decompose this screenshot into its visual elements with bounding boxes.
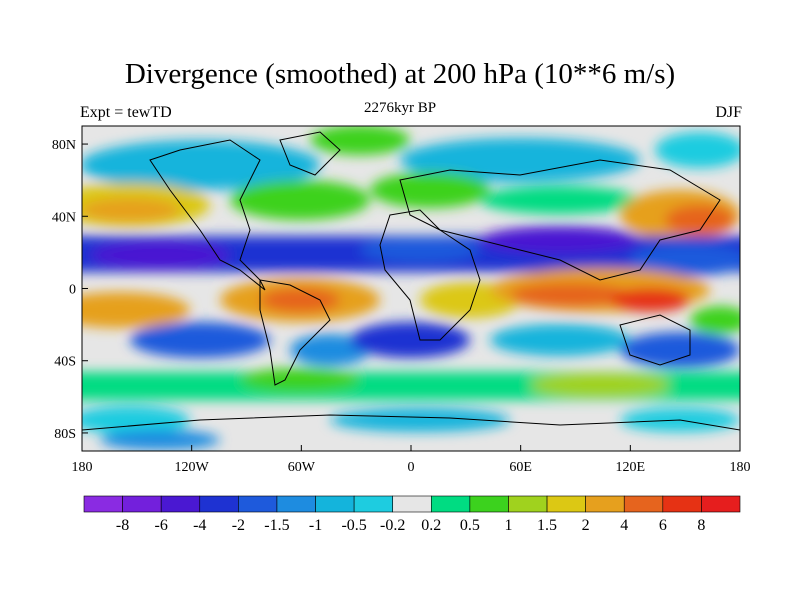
x-tick-label: 0 (408, 460, 415, 475)
colorbar-swatch (546, 495, 586, 513)
field-blob (82, 406, 190, 434)
colorbar-label: -0.5 (341, 517, 366, 534)
colorbar-label: 0.5 (460, 517, 480, 534)
eurasia-outline (399, 159, 721, 281)
y-tick-label: 40N (52, 210, 76, 225)
experiment-label: Expt = tewTD (80, 104, 172, 121)
chart-title: Divergence (smoothed) at 200 hPa (10**6 … (124, 58, 676, 90)
greenland-outline (279, 131, 341, 176)
field-blob (370, 172, 490, 208)
field-blob (510, 283, 630, 307)
colorbar-label: -4 (193, 517, 206, 534)
colorbar-swatch (623, 495, 664, 513)
field-blob (100, 430, 220, 450)
colorbar-swatch (83, 495, 123, 513)
field-blob (82, 292, 190, 328)
field-blob (530, 373, 670, 397)
field-blob (655, 132, 740, 168)
field-blob (350, 322, 470, 358)
colorbar-label: -1 (309, 517, 322, 534)
colorbar-label: 8 (697, 517, 705, 534)
field-blob (82, 198, 180, 222)
field-blob (260, 288, 340, 312)
africa-outline (379, 209, 481, 341)
x-tick-label: 120W (175, 460, 210, 475)
field-blob (480, 186, 640, 214)
y-axis: 80N 40N 0 40S 80S (52, 138, 88, 442)
field-blob (620, 332, 740, 368)
field-blob (82, 140, 320, 190)
x-tick-label: 60E (509, 460, 532, 475)
colorbar-label: -2 (232, 517, 245, 534)
field-blob (310, 126, 410, 155)
colorbar-swatch (701, 495, 741, 513)
period-label: 2276kyr BP (363, 100, 437, 116)
colorbar-swatch (238, 495, 278, 513)
y-tick-label: 0 (69, 283, 76, 298)
field-blob (240, 368, 360, 392)
season-label: DJF (715, 104, 742, 121)
coastlines (82, 131, 740, 431)
colorbar: -8 -6 -4 -2 -1.5 -1 -0.5 -0.2 0.2 0.5 1 1.5 2 4 6 8 (83, 495, 741, 534)
field-blob (360, 238, 480, 262)
field-blob (480, 226, 640, 254)
colorbar-label: 6 (659, 517, 667, 534)
colorbar-swatch (199, 495, 239, 513)
field-blob (665, 205, 735, 235)
south-america-outline (259, 279, 331, 386)
colorbar-label: 2 (582, 517, 590, 534)
colorbar-swatch (430, 495, 471, 513)
colorbar-label: 1 (504, 517, 512, 534)
colorbar-label: 4 (620, 517, 628, 534)
colorbar-swatch (276, 495, 316, 513)
colorbar-swatch (392, 495, 432, 513)
x-tick-label: 180 (72, 460, 93, 475)
field-layer (82, 126, 740, 450)
colorbar-swatch (122, 495, 162, 513)
x-tick-label: 120E (616, 460, 646, 475)
field-blob (330, 408, 510, 432)
colorbar-label: 0.2 (421, 517, 441, 534)
field-blob (490, 324, 630, 356)
y-tick-label: 80S (54, 427, 76, 442)
colorbar-swatch (469, 495, 509, 513)
field-blob (130, 322, 270, 358)
colorbar-swatch (662, 495, 702, 513)
colorbar-swatch (160, 495, 201, 513)
colorbar-label: -8 (116, 517, 129, 534)
colorbar-swatch (315, 495, 355, 513)
colorbar-label: -0.2 (380, 517, 405, 534)
antarctica-outline (82, 414, 740, 431)
colorbar-swatch (353, 495, 394, 513)
colorbar-label: -6 (155, 517, 168, 534)
field-blob (610, 288, 690, 312)
colorbar-label: -1.5 (264, 517, 289, 534)
field-blob (630, 244, 740, 276)
australia-outline (619, 314, 691, 366)
colorbar-label: 1.5 (537, 517, 557, 534)
y-tick-label: 80N (52, 138, 76, 153)
colorbar-swatch (508, 495, 548, 513)
y-tick-label: 40S (54, 355, 76, 370)
colorbar-swatch (585, 495, 625, 513)
x-axis: 180 120W 60W 0 60E 120E 180 (72, 445, 751, 475)
field-blob (90, 241, 230, 269)
field-blob (290, 334, 370, 366)
x-tick-label: 60W (288, 460, 316, 475)
field-blob (690, 306, 740, 334)
x-tick-label: 180 (730, 460, 751, 475)
field-blob (230, 180, 370, 220)
